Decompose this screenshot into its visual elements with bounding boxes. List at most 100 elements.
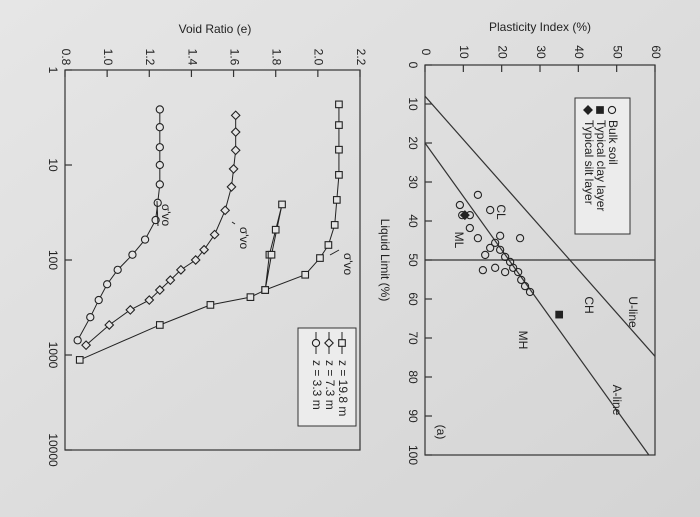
data-point [490, 238, 500, 247]
y-tick-label: 10 [457, 45, 471, 59]
y-tick-label: 2.0 [312, 49, 326, 66]
data-point [104, 319, 115, 330]
data-point [517, 275, 526, 285]
legend-label: Typical silt layer [582, 120, 596, 205]
data-point [206, 301, 215, 309]
data-point [495, 245, 505, 255]
data-point [271, 225, 280, 234]
annotation-arrow [156, 200, 159, 227]
legend-label: Typical clay layer [594, 120, 608, 211]
y-tick-label: 1.8 [270, 49, 284, 66]
data-point [155, 321, 164, 329]
x-tick-label: 50 [406, 253, 420, 267]
data-point [113, 265, 122, 275]
data-point [230, 145, 241, 156]
data-point [144, 295, 155, 306]
region-label: CH [582, 296, 596, 313]
data-point [125, 304, 136, 315]
x-tick-label: 1 [46, 67, 60, 74]
data-point [102, 280, 112, 289]
data-point [175, 264, 186, 275]
y-axis-title: Void Ratio (e) [179, 22, 252, 36]
data-point [486, 243, 495, 253]
data-point [154, 285, 165, 295]
data-point [473, 234, 483, 243]
data-point [246, 293, 255, 301]
data-point [459, 210, 470, 221]
data-point [155, 160, 164, 170]
annotation-arrow [329, 249, 340, 256]
line-label: A-line [610, 385, 624, 416]
data-point [525, 287, 535, 297]
data-point [267, 250, 276, 259]
x-tick-label: 10 [46, 158, 60, 172]
data-point [490, 263, 500, 272]
data-point [190, 255, 201, 265]
data-point [155, 180, 164, 189]
y-tick-label: 1.4 [185, 49, 199, 66]
annotation: σ'vo [159, 204, 173, 227]
y-tick-label: 50 [610, 45, 624, 59]
x-tick-label: 10 [406, 97, 420, 111]
data-point [555, 310, 564, 319]
annotation-arrow [231, 221, 236, 225]
data-point [209, 229, 220, 240]
legend-label: z = 19.8 m [336, 360, 350, 416]
x-axis-title: Liquid Limit (%) [378, 219, 392, 302]
x-tick-label: 30 [406, 175, 420, 189]
x-tick-label: 100 [406, 445, 420, 465]
legend-marker [324, 338, 334, 348]
legend-marker [607, 105, 617, 115]
data-point [500, 252, 510, 262]
data-point [199, 244, 210, 255]
data-point [75, 356, 84, 364]
data-point [515, 234, 525, 243]
legend-label: z = 7.3 m [323, 360, 337, 410]
data-point [495, 231, 505, 240]
legend-marker [311, 338, 321, 348]
data-point [155, 143, 164, 152]
data-point [509, 263, 518, 272]
y-tick-label: 30 [534, 45, 548, 59]
data-point [230, 127, 241, 138]
legend-marker [583, 105, 593, 115]
y-tick-label: 0.8 [59, 49, 73, 66]
x-tick-label: 10000 [46, 433, 60, 467]
data-point [94, 295, 103, 305]
region-label: ML [452, 232, 466, 249]
y-axis-title: Plasticity Index (%) [489, 20, 591, 34]
data-point [230, 110, 241, 121]
x-tick-label: 20 [406, 136, 420, 150]
series-line [85, 115, 237, 346]
legend-marker [338, 339, 346, 347]
region-label: CL [494, 204, 508, 220]
data-point [228, 163, 239, 174]
data-point [455, 200, 465, 210]
y-tick-label: 0 [419, 49, 433, 56]
x-tick-label: 70 [406, 331, 420, 345]
x-tick-label: 0 [406, 62, 420, 69]
data-point [335, 145, 343, 154]
y-tick-label: 40 [572, 45, 586, 59]
legend-marker [596, 106, 604, 114]
data-point [520, 281, 530, 291]
y-tick-label: 1.6 [227, 49, 241, 66]
data-point [220, 205, 231, 216]
legend-label: Bulk soil [606, 120, 620, 165]
data-point [301, 270, 310, 279]
region-label: MH [516, 331, 530, 350]
data-point [335, 171, 343, 179]
data-point [500, 267, 510, 277]
x-tick-label: 90 [406, 409, 420, 423]
y-tick-label: 60 [649, 45, 663, 59]
data-point [335, 121, 343, 129]
data-point [486, 205, 495, 215]
annotation: σ'vo [341, 253, 355, 276]
data-point [261, 286, 270, 294]
data-point [278, 200, 286, 209]
x-tick-label: 40 [406, 214, 420, 228]
data-point [514, 267, 523, 277]
data-point [481, 250, 490, 260]
